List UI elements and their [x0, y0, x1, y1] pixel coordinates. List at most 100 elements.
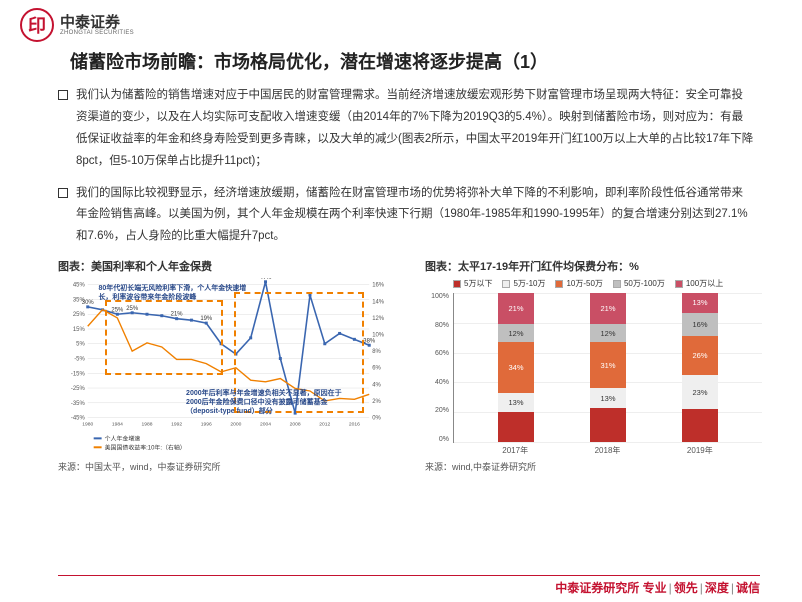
bar-segment: 26% [682, 336, 718, 375]
chart-right-legend: 5万以下 5万-10万 10万-50万 50万-100万 100万以上 [453, 278, 762, 289]
svg-text:美国国债收益率:10年:（右轴）: 美国国债收益率:10年:（右轴） [105, 443, 186, 451]
svg-text:8%: 8% [372, 349, 381, 355]
x-axis-labels: 2017年 2018年 2019年 [425, 443, 762, 456]
stacked-bar: 21%12%34%13% [498, 293, 534, 442]
svg-text:1992: 1992 [171, 422, 182, 428]
y-tick-label: 40% [425, 379, 449, 386]
legend-item: 10万-50万 [555, 278, 602, 289]
bars-container: 21%12%34%13%21%12%31%13%13%16%26%23% [453, 293, 762, 443]
chart-right-col: 图表：太平17-19年开门红件均保费分布：% 5万以下 5万-10万 10万-50万… [425, 258, 762, 473]
bar-segment: 13% [498, 393, 534, 412]
svg-text:2004: 2004 [260, 422, 271, 428]
svg-text:47%: 47% [260, 278, 273, 281]
legend-item: 100万以上 [675, 278, 723, 289]
svg-text:12%: 12% [372, 316, 385, 322]
bar-segment [682, 409, 718, 442]
bar-area: 100%80%60%40%20%0% 21%12%34%13%21%12%31%… [425, 293, 762, 443]
y-tick-label: 80% [425, 322, 449, 329]
footer-divider [58, 575, 760, 576]
svg-text:-15%: -15% [71, 371, 86, 377]
bar-segment: 23% [682, 375, 718, 409]
bar-segment: 31% [590, 342, 626, 388]
bar-segment: 34% [498, 342, 534, 393]
charts-row: 图表：美国利率和个人年金保费 -45%-35%-25%-15%-5%5%15%2… [0, 258, 802, 473]
x-tick-label: 2017年 [502, 445, 528, 456]
svg-text:5%: 5% [76, 342, 85, 348]
chart-right-source: 来源：wind,中泰证券研究所 [425, 460, 762, 473]
svg-text:16%: 16% [372, 283, 385, 289]
chart-left-col: 图表：美国利率和个人年金保费 -45%-35%-25%-15%-5%5%15%2… [58, 258, 395, 473]
chart-annotation: 80年代初长端无风险利率下滑，个人年金快速增长，利率波谷带来年金阶段波峰 [98, 285, 246, 303]
svg-text:1984: 1984 [112, 422, 123, 428]
paragraph: 我们的国际比较视野显示，经济增速放缓期，储蓄险在财富管理市场的优势将弥补大单下降… [58, 183, 754, 249]
footer-text: 中泰证券研究所 专业|领先|深度|诚信 [555, 579, 760, 596]
bar-segment: 21% [590, 293, 626, 324]
bar-segment: 21% [498, 293, 534, 324]
y-tick-label: 100% [425, 293, 449, 300]
svg-text:2008: 2008 [290, 422, 301, 428]
chart-right-canvas: 5万以下 5万-10万 10万-50万 50万-100万 100万以上 100% 80% 6… [425, 278, 762, 456]
x-tick-label: 2018年 [595, 445, 621, 456]
svg-text:2012: 2012 [319, 422, 330, 428]
bullet-icon [58, 90, 68, 100]
company-name: 中泰证券 ZHONGTAI SECURITIES [60, 15, 134, 36]
svg-text:45%: 45% [73, 283, 86, 289]
footer-brand: 中泰证券研究所 [555, 581, 639, 595]
svg-text:4%: 4% [372, 382, 381, 388]
x-tick-label: 2019年 [687, 445, 713, 456]
bar-segment: 12% [590, 324, 626, 342]
footer-tag: 深度 [705, 581, 729, 595]
bar-segment: 12% [498, 324, 534, 342]
y-tick-label: 60% [425, 350, 449, 357]
gridline [454, 442, 762, 443]
footer-tag: 领先 [674, 581, 698, 595]
bar-segment: 16% [682, 313, 718, 337]
svg-text:1988: 1988 [142, 422, 153, 428]
stacked-bar-chart: 5万以下 5万-10万 10万-50万 50万-100万 100万以上 100% 80% 6… [425, 278, 762, 456]
svg-text:2016: 2016 [349, 422, 360, 428]
svg-text:2%: 2% [372, 399, 381, 405]
y-axis: 100% 80% 60% 40% 20% 0% [425, 293, 453, 443]
svg-text:30%: 30% [82, 300, 95, 306]
svg-text:2000: 2000 [230, 422, 241, 428]
bar-segment [590, 408, 626, 442]
paragraph-text: 我们的国际比较视野显示，经济增速放缓期，储蓄险在财富管理市场的优势将弥补大单下降… [76, 183, 754, 249]
company-name-en: ZHONGTAI SECURITIES [60, 30, 134, 36]
svg-text:15%: 15% [73, 327, 86, 333]
svg-text:14%: 14% [372, 299, 385, 305]
chart-left-canvas: -45%-35%-25%-15%-5%5%15%25%35%45%0%2%4%6… [58, 278, 395, 456]
svg-text:0%: 0% [372, 416, 381, 422]
footer-tag: 专业 [643, 581, 667, 595]
bar-segment: 13% [682, 293, 718, 312]
highlight-box [105, 300, 223, 375]
svg-text:-5%: -5% [74, 357, 85, 363]
company-name-cn: 中泰证券 [60, 15, 134, 30]
stacked-bar: 21%12%31%13% [590, 293, 626, 442]
stacked-bar: 13%16%26%23% [682, 293, 718, 442]
body-text: 我们认为储蓄险的销售增速对应于中国居民的财富管理需求。当前经济增速放缓宏观形势下… [0, 85, 802, 248]
legend-item: 5万-10万 [502, 278, 545, 289]
y-tick-label: 0% [425, 436, 449, 443]
chart-left-title: 图表：美国利率和个人年金保费 [58, 258, 395, 274]
legend-item: 5万以下 [453, 278, 492, 289]
svg-text:个人年金增速: 个人年金增速 [105, 434, 141, 442]
page-title: 储蓄险市场前瞻：市场格局优化，潜在增速将逐步提高（1） [0, 46, 802, 85]
paragraph: 我们认为储蓄险的销售增速对应于中国居民的财富管理需求。当前经济增速放缓宏观形势下… [58, 85, 754, 172]
footer-tag: 诚信 [736, 581, 760, 595]
paragraph-text: 我们认为储蓄险的销售增速对应于中国居民的财富管理需求。当前经济增速放缓宏观形势下… [76, 85, 754, 172]
svg-text:-35%: -35% [71, 401, 86, 407]
bar-segment: 13% [590, 388, 626, 407]
chart-left-source: 来源：中国太平，wind，中泰证券研究所 [58, 460, 395, 473]
svg-text:-45%: -45% [71, 416, 86, 422]
bullet-icon [58, 188, 68, 198]
svg-text:6%: 6% [372, 366, 381, 372]
y-tick-label: 20% [425, 407, 449, 414]
chart-annotation: 2000年后利率与年金增速负相关不显著，原因在于2000后年金险保费口径中没有披… [186, 390, 355, 416]
company-logo-icon: 印 [20, 8, 54, 42]
svg-text:25%: 25% [73, 312, 86, 318]
chart-right-title: 图表：太平17-19年开门红件均保费分布：% [425, 258, 762, 274]
svg-text:38%: 38% [363, 338, 376, 344]
legend-item: 50万-100万 [613, 278, 665, 289]
header-bar: 印 中泰证券 ZHONGTAI SECURITIES [0, 0, 802, 46]
bar-segment [498, 412, 534, 442]
